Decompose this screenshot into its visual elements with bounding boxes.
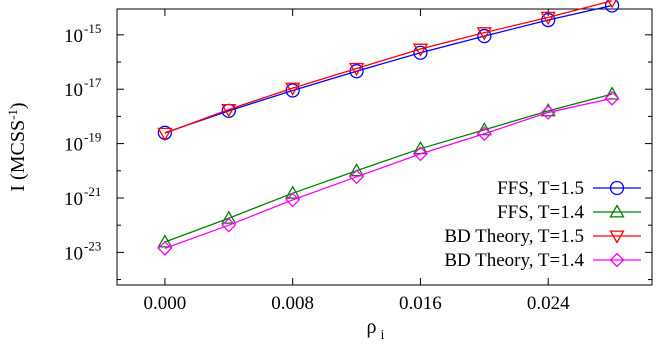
plot-border [116, 8, 653, 286]
y-tick-label: 10 [64, 243, 83, 264]
data-point [349, 64, 364, 79]
series-line [164, 93, 613, 243]
data-point [477, 28, 492, 44]
y-tick-label-exponent: -21 [84, 184, 101, 199]
legend-entry: FFS, T=1.5 [497, 178, 641, 199]
y-tick-label-exponent: -23 [84, 238, 101, 253]
x-tick-label: 0.000 [144, 293, 187, 314]
legend-entry: FFS, T=1.4 [497, 202, 641, 223]
y-tick-label: 10 [64, 26, 83, 47]
data-point [348, 62, 365, 77]
data-point [476, 126, 492, 142]
y-tick-label: 10 [64, 135, 83, 156]
data-point [221, 103, 237, 118]
legend-label: BD Theory, T=1.4 [444, 250, 584, 271]
y-tick-label-exponent: -17 [84, 75, 102, 90]
data-point [349, 169, 364, 185]
data-point [285, 185, 301, 199]
data-point [604, 0, 620, 13]
legend-marker [609, 180, 625, 196]
data-point [540, 11, 556, 26]
y-tick-label-exponent: -15 [84, 21, 101, 36]
series-line [164, 97, 613, 250]
data-point [348, 162, 365, 177]
data-point [221, 217, 237, 233]
legend-entry: BD Theory, T=1.4 [444, 250, 641, 271]
x-axis-title-subscript: i [381, 328, 385, 343]
y-tick-label: 10 [64, 189, 83, 210]
data-point [413, 45, 428, 60]
legend-marker [609, 230, 625, 244]
legend-entry: BD Theory, T=1.5 [444, 226, 641, 247]
data-point [607, 0, 617, 9]
data-point [476, 27, 492, 41]
plot-frame: 0.000 0.008 0.016 0.02410-2310-2110-1910-17… [64, 8, 653, 314]
data-point [412, 43, 429, 57]
data-point [604, 90, 620, 106]
y-axis-title: I (MCSS-1) [5, 102, 29, 191]
data-point [476, 122, 492, 136]
series-line [164, 4, 613, 134]
series-layer [157, 0, 620, 256]
data-point [221, 210, 237, 224]
legend-label: FFS, T=1.5 [497, 178, 584, 199]
data-point [541, 12, 556, 28]
legend-marker [609, 204, 625, 218]
x-axis-title: ρ [367, 316, 377, 338]
data-point [413, 146, 428, 162]
x-tick-label: 0.016 [399, 293, 442, 314]
data-point [540, 105, 556, 120]
series-line [164, 0, 613, 134]
y-tick-label-exponent: -19 [84, 130, 101, 145]
data-point [157, 234, 173, 248]
legend: FFS, T=1.5 FFS, T=1.4 BD Theory, T=1.5 BD T… [444, 178, 641, 271]
x-tick-label: 0.024 [527, 293, 570, 314]
data-point [157, 127, 173, 142]
data-point [157, 240, 173, 256]
series-4 [157, 90, 620, 256]
axis-titles: ρ i I (MCSS-1) [5, 102, 385, 343]
legend-label: FFS, T=1.4 [497, 202, 584, 223]
series-3 [157, 0, 617, 142]
legend-marker [609, 252, 625, 268]
data-point [285, 192, 301, 208]
x-tick-label: 0.008 [271, 293, 314, 314]
series-1 [157, 0, 620, 140]
data-point [285, 82, 301, 96]
legend-label: BD Theory, T=1.5 [444, 226, 584, 247]
y-tick-label: 10 [64, 80, 83, 101]
